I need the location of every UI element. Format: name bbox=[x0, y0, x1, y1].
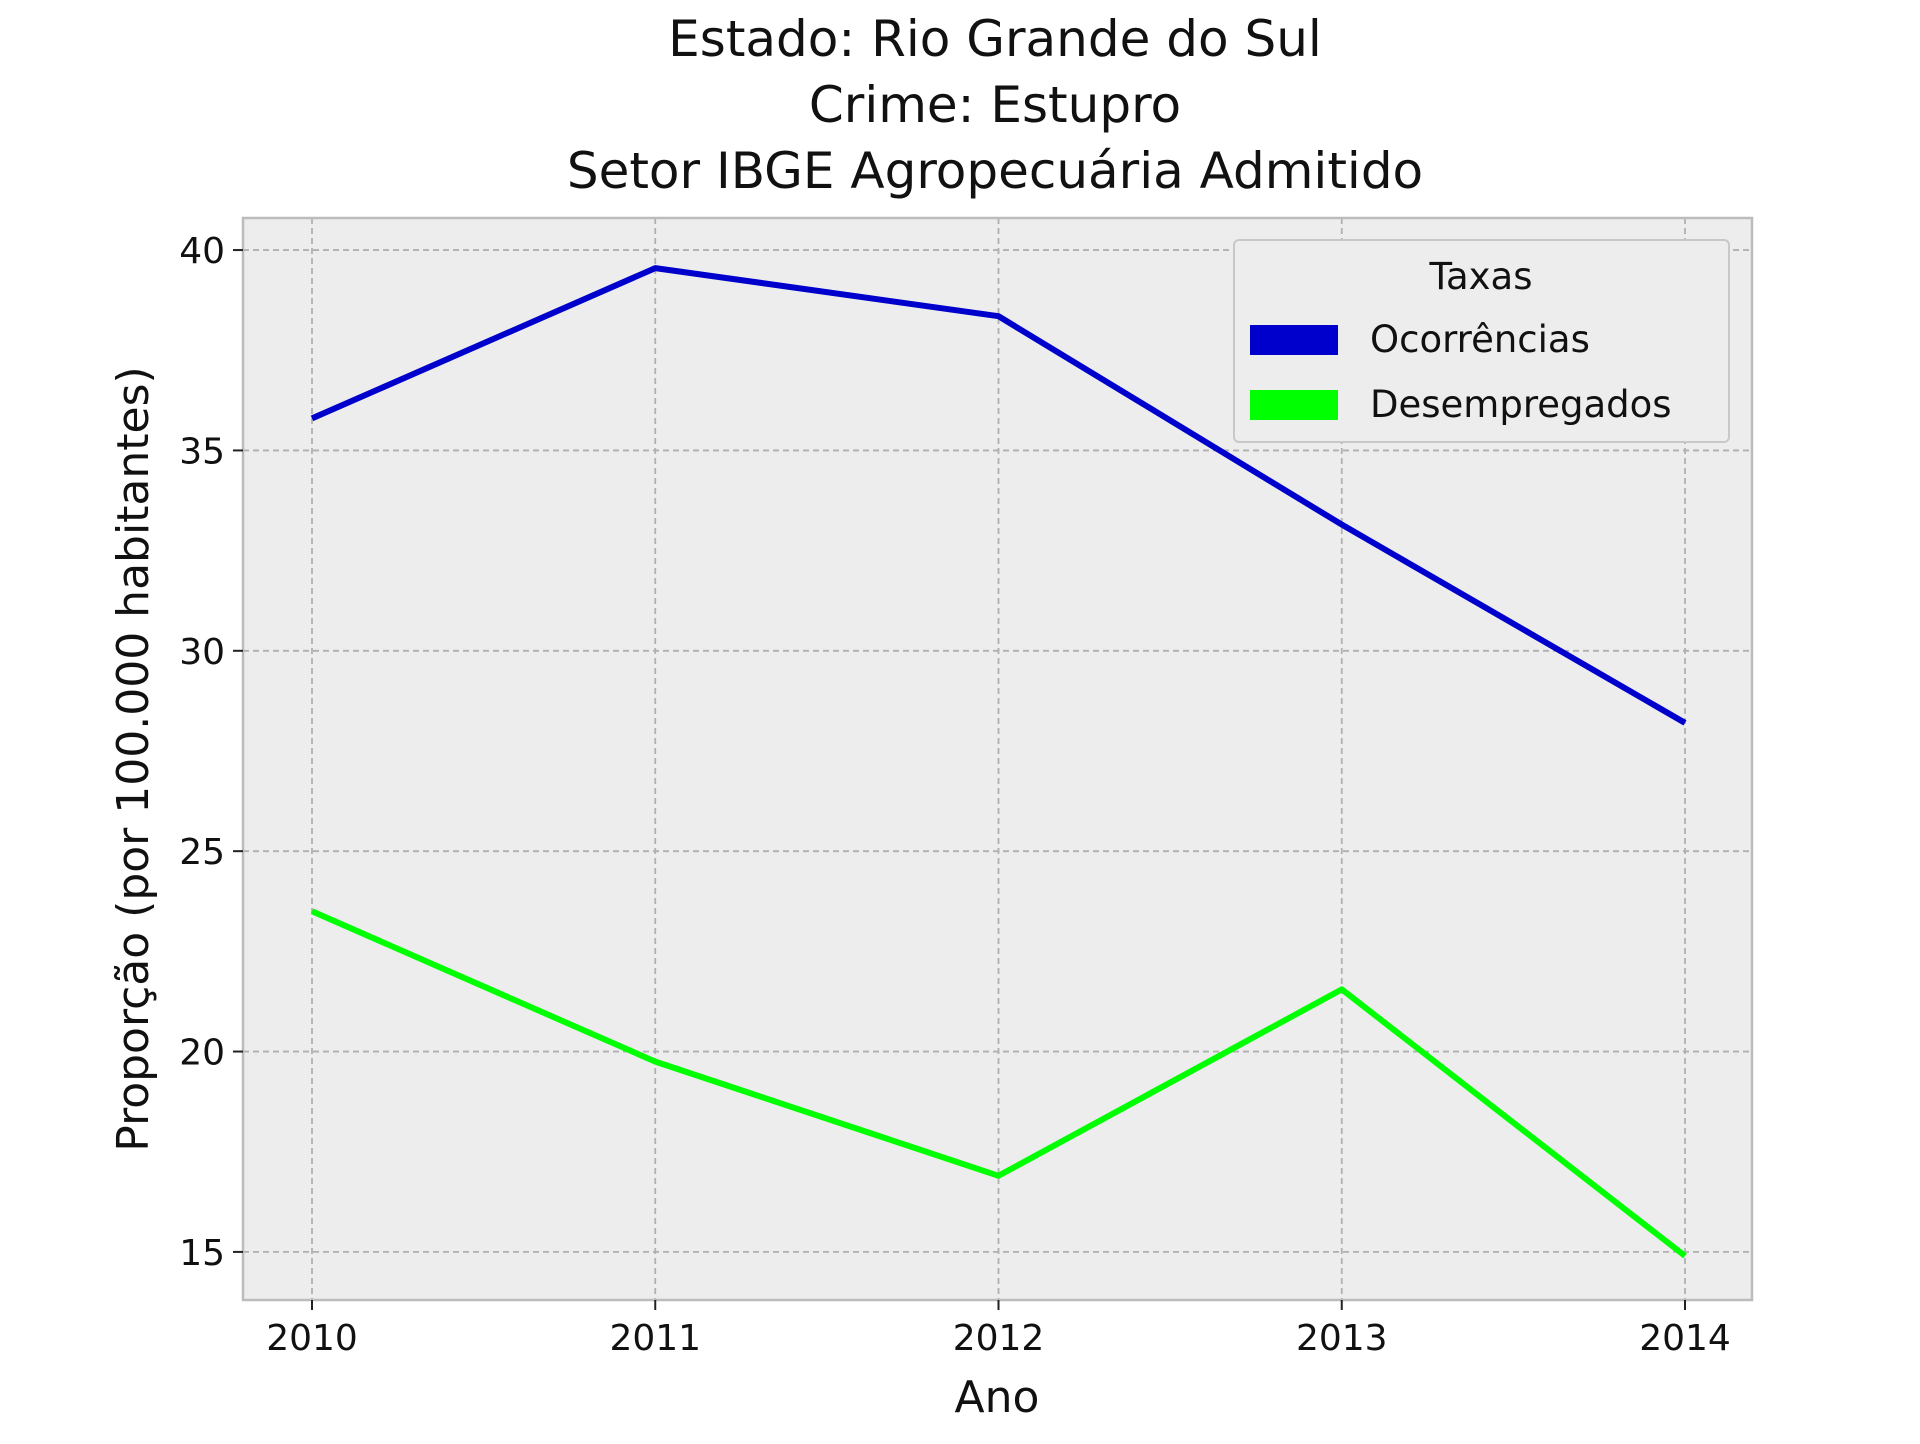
legend-swatch-desempregados bbox=[1250, 390, 1338, 420]
y-tick-label: 20 bbox=[179, 1033, 225, 1074]
chart-title-line-1: Estado: Rio Grande do Sul bbox=[668, 10, 1322, 68]
legend-label-desempregados: Desempregados bbox=[1370, 383, 1672, 426]
x-tick-label: 2012 bbox=[953, 1318, 1045, 1359]
y-tick-label: 15 bbox=[179, 1233, 225, 1274]
x-axis-label: Ano bbox=[955, 1372, 1040, 1423]
x-tick-label: 2014 bbox=[1639, 1318, 1731, 1359]
chart-title: Estado: Rio Grande do Sul Crime: Estupro… bbox=[567, 10, 1423, 200]
y-tick-label: 25 bbox=[179, 832, 225, 873]
series-line-ocorrencias bbox=[310, 265, 1687, 726]
x-tick-label: 2010 bbox=[266, 1318, 358, 1359]
y-tick-label: 30 bbox=[179, 632, 225, 673]
y-tick-label: 35 bbox=[179, 431, 225, 472]
legend-label-ocorrencias: Ocorrências bbox=[1370, 318, 1590, 361]
legend-swatch-ocorrencias bbox=[1250, 325, 1338, 355]
y-axis-label: Proporção (por 100.000 habitantes) bbox=[108, 366, 159, 1151]
series-line-desempregados bbox=[310, 908, 1687, 1259]
legend: Taxas Ocorrências Desempregados bbox=[1233, 239, 1730, 443]
axis-ticks: 2010 2011 2012 2013 2014 15 20 25 30 35 40 bbox=[179, 231, 1731, 1359]
legend-title: Taxas bbox=[1429, 255, 1533, 298]
x-tick-label: 2013 bbox=[1296, 1318, 1388, 1359]
y-tick-label: 40 bbox=[179, 231, 225, 272]
data-series bbox=[310, 265, 1687, 1259]
x-tick-label: 2011 bbox=[609, 1318, 701, 1359]
grid bbox=[243, 218, 1752, 1300]
chart-title-line-3: Setor IBGE Agropecuária Admitido bbox=[567, 142, 1423, 200]
chart-title-line-2: Crime: Estupro bbox=[809, 76, 1181, 134]
legend-box bbox=[1233, 239, 1730, 443]
